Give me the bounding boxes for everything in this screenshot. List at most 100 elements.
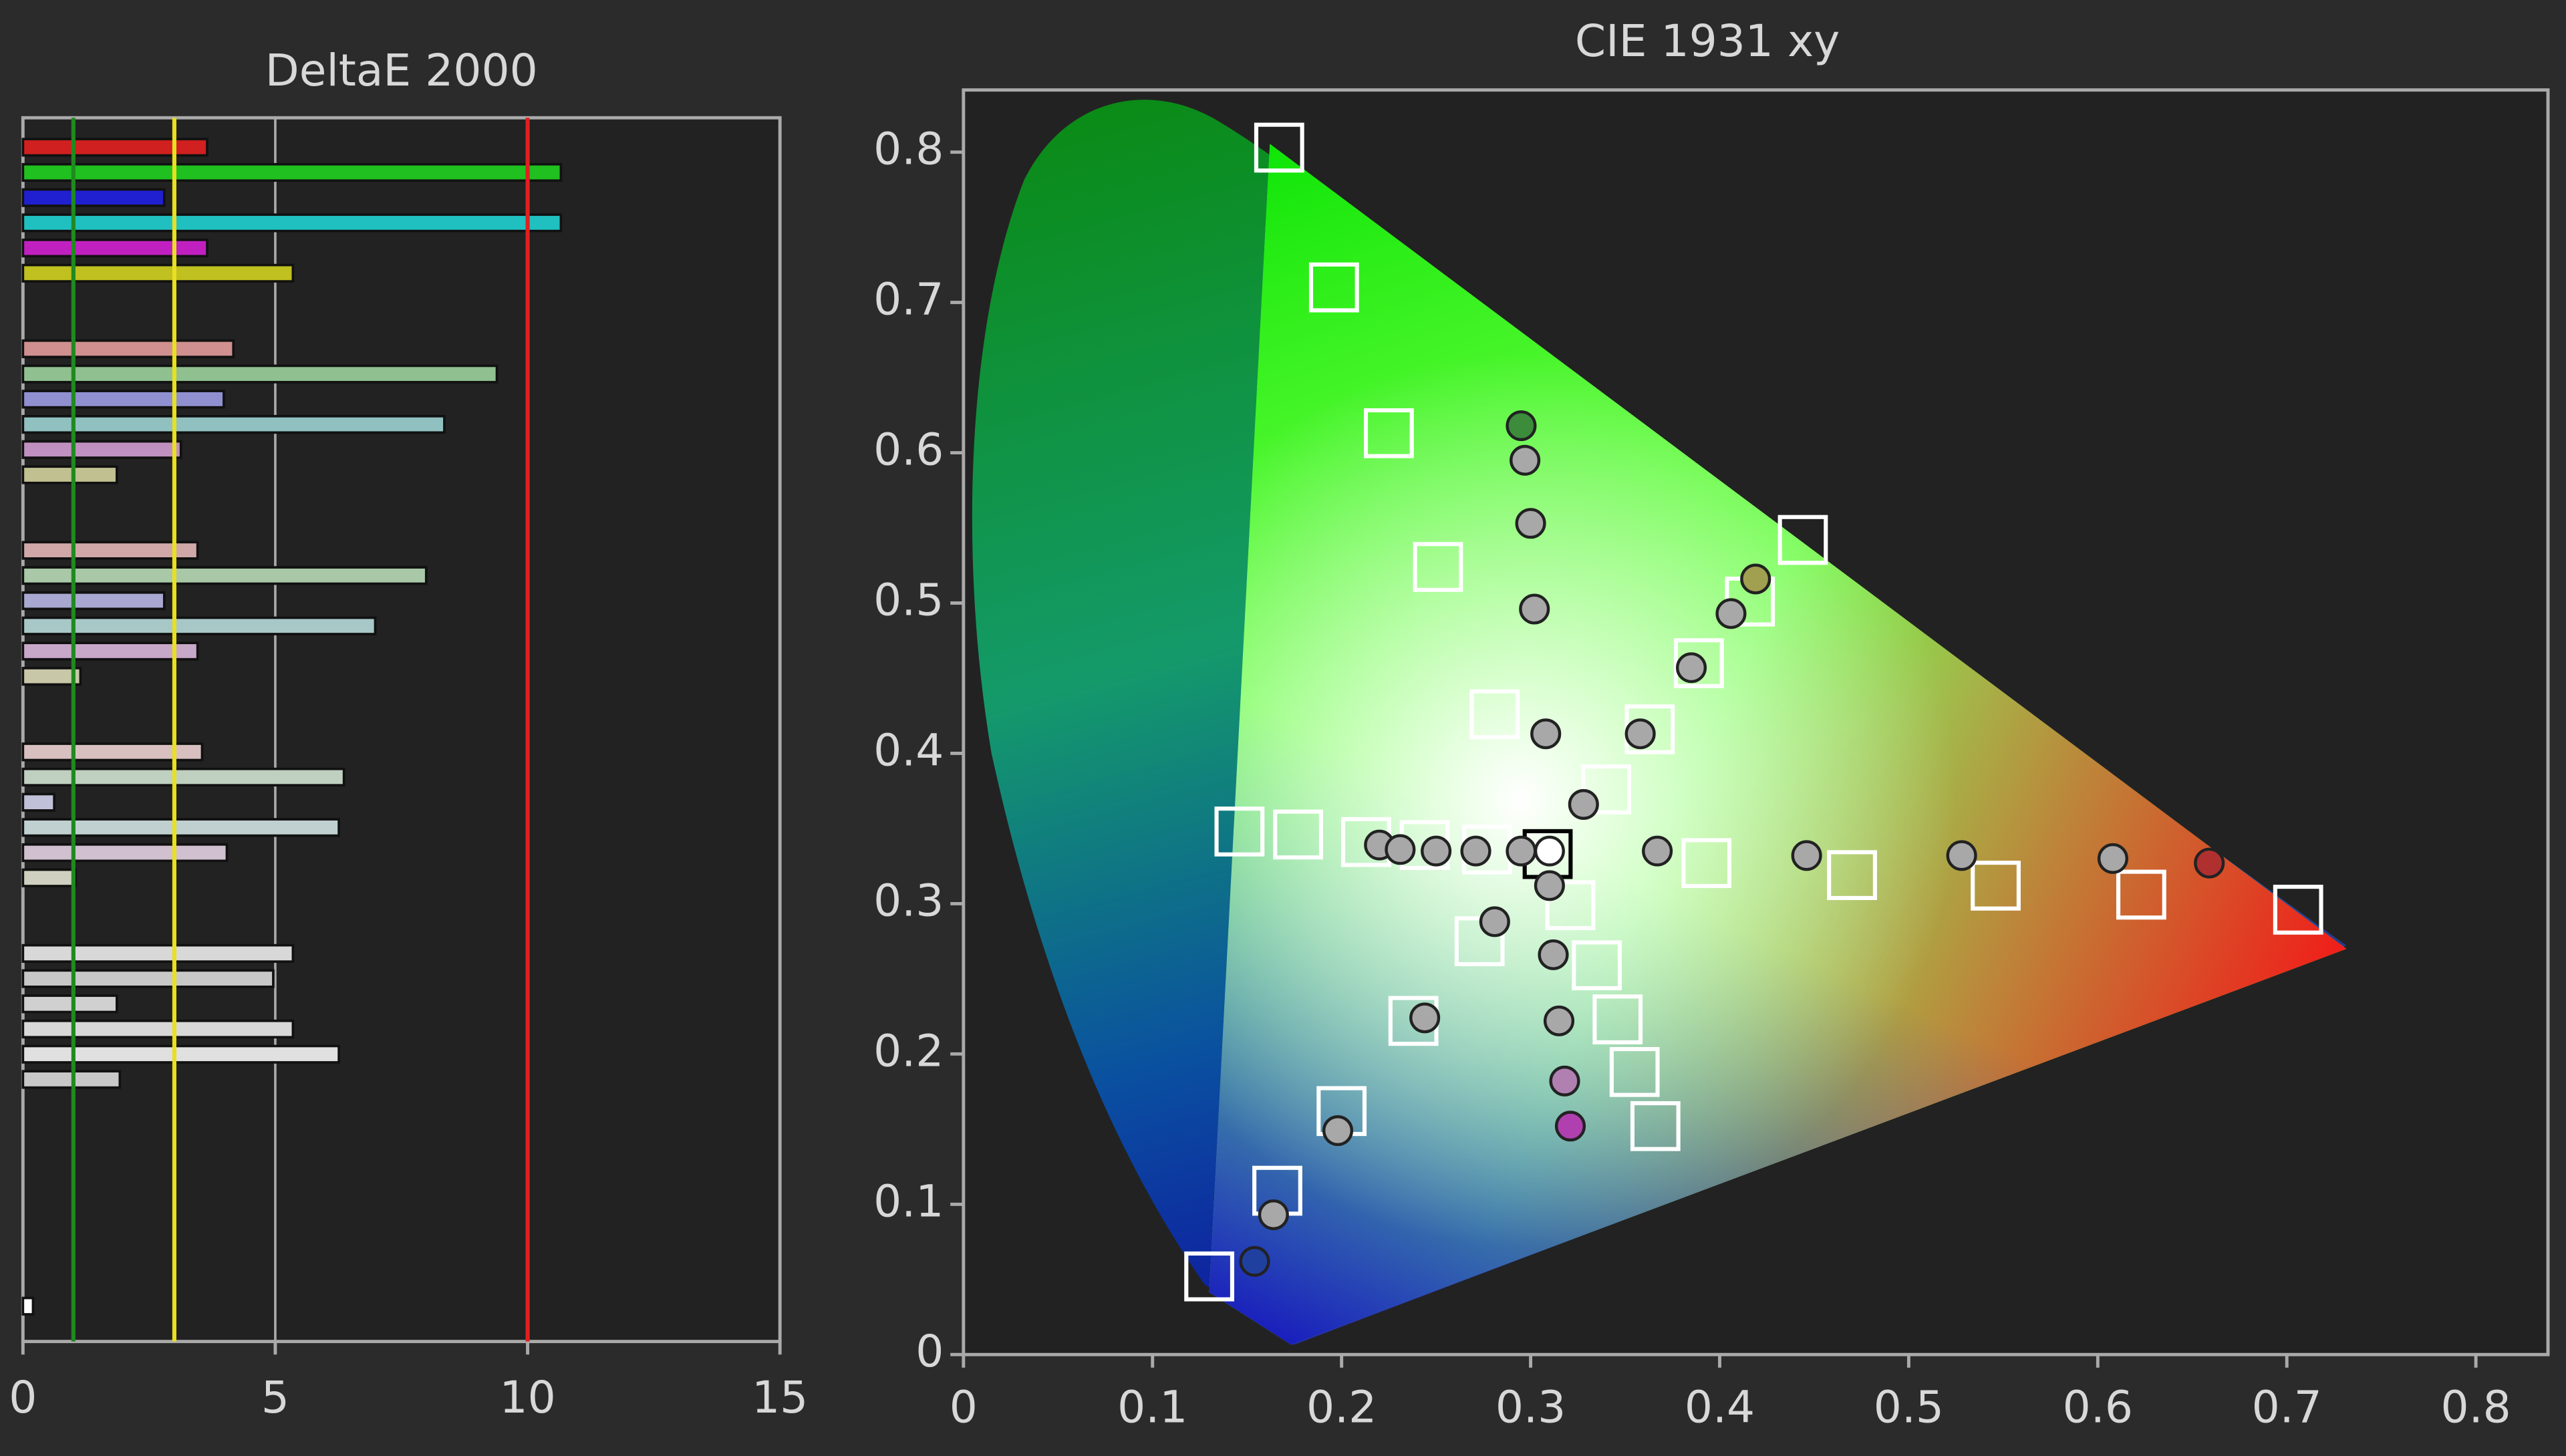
bar [21, 616, 377, 635]
measured-marker [1515, 508, 1546, 539]
bar [21, 339, 235, 359]
bar [21, 843, 229, 863]
target-marker [1273, 809, 1323, 860]
bar [21, 667, 82, 686]
measured-marker [1530, 718, 1562, 750]
bar [21, 1296, 35, 1316]
bar [21, 767, 345, 787]
target-marker [1827, 850, 1877, 900]
x-tick-label: 0.7 [2252, 1382, 2322, 1433]
bar [21, 213, 563, 233]
measured-marker [1554, 1111, 1586, 1142]
bar [21, 415, 446, 434]
bar [21, 390, 225, 409]
bar [21, 440, 182, 459]
bar [21, 263, 295, 283]
measured-marker [1479, 906, 1510, 937]
measured-marker [1460, 835, 1491, 867]
bar [21, 162, 563, 182]
target-marker [1363, 408, 1414, 458]
y-tick-label: 0 [915, 1326, 944, 1377]
measured-marker [1409, 1002, 1441, 1034]
target-marker [2116, 869, 2166, 920]
target-marker [1413, 542, 1463, 592]
measured-marker [1322, 1115, 1354, 1147]
y-tick-label: 0.1 [873, 1175, 944, 1227]
bar [21, 792, 55, 812]
target-marker [1572, 940, 1622, 990]
x-tick-label: 0.1 [1117, 1382, 1187, 1433]
y-tick-label: 0.8 [873, 124, 944, 175]
measured-marker [2097, 843, 2128, 874]
measured-marker [1675, 652, 1707, 684]
bar [21, 541, 199, 560]
x-tick-label: 0.3 [1495, 1382, 1566, 1433]
target-marker [1777, 515, 1828, 565]
target-marker [1592, 994, 1643, 1044]
chart-title: CIE 1931 xy [1575, 15, 1840, 67]
measured-marker [1519, 593, 1550, 625]
bar [21, 969, 275, 988]
bar [21, 994, 118, 1014]
measured-marker [1740, 563, 1771, 595]
x-tick-label: 0.4 [1685, 1382, 1755, 1433]
bar [21, 465, 118, 484]
target-marker [1545, 880, 1596, 930]
bar [21, 742, 204, 762]
measured-marker [1385, 834, 1416, 865]
measured-marker [1715, 598, 1747, 629]
target-marker [1673, 638, 1724, 688]
target-marker [1214, 807, 1265, 857]
y-tick-label: 0.5 [873, 575, 944, 626]
measured-marker [1549, 1065, 1580, 1097]
bar [21, 1044, 340, 1064]
measured-marker [2194, 847, 2225, 879]
target-marker [1184, 1251, 1235, 1302]
measured-marker [1506, 410, 1537, 442]
x-tick-label: 15 [752, 1372, 808, 1423]
bar [21, 364, 498, 384]
bar [21, 188, 166, 207]
y-tick-label: 0.4 [873, 725, 944, 776]
x-tick-label: 10 [499, 1372, 555, 1423]
measured-marker [1791, 840, 1822, 871]
bar [21, 1019, 295, 1039]
measured-marker [1258, 1199, 1289, 1231]
target-marker [1971, 861, 2021, 911]
target-marker [1469, 689, 1520, 740]
x-tick-label: 5 [261, 1372, 289, 1423]
bar [21, 239, 208, 258]
target-marker [1454, 916, 1505, 966]
bar [21, 818, 340, 837]
target-marker [1609, 1046, 1660, 1097]
bar [21, 138, 208, 157]
measured-marker [1421, 835, 1452, 867]
measured-marker [1506, 835, 1537, 867]
target-marker [1254, 122, 1304, 173]
y-tick-label: 0.2 [873, 1025, 944, 1076]
target-marker [1308, 262, 1359, 313]
x-tick-label: 0.5 [1874, 1382, 1944, 1433]
bar [21, 868, 77, 887]
measured-marker [1543, 1005, 1575, 1036]
measured-marker [1642, 835, 1673, 867]
x-tick-label: 0.6 [2063, 1382, 2133, 1433]
chart-title: DeltaE 2000 [265, 45, 538, 96]
measured-marker [1624, 718, 1656, 750]
target-marker [1681, 838, 1732, 888]
target-marker [1630, 1101, 1681, 1151]
measured-marker [1510, 444, 1541, 476]
measured-marker [1534, 835, 1565, 867]
bar [21, 591, 166, 611]
y-tick-label: 0.7 [873, 274, 944, 325]
bar [21, 943, 295, 963]
measured-marker [1534, 870, 1565, 901]
y-tick-label: 0.6 [873, 424, 944, 476]
target-marker [2273, 885, 2323, 935]
measured-marker [1568, 788, 1599, 820]
y-tick-label: 0.3 [873, 875, 944, 926]
x-tick-label: 0.8 [2440, 1382, 2511, 1433]
bar [21, 641, 199, 661]
